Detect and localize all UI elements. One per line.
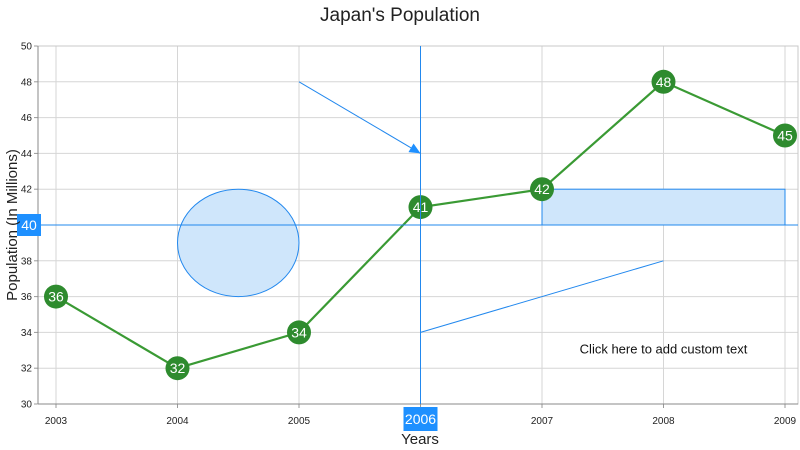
x-axis-title: Years — [401, 431, 439, 448]
data-point-marker[interactable] — [773, 123, 797, 148]
y-tick-label: 48 — [21, 77, 33, 88]
data-label: 34 — [291, 324, 307, 340]
y-tracker-label: 40 — [21, 217, 37, 233]
y-tick-label: 36 — [21, 292, 33, 303]
y-tick-label: 38 — [21, 256, 33, 267]
trackball[interactable]: 2006 40 — [17, 46, 798, 431]
x-tick-label: 2009 — [774, 416, 797, 427]
line-annotation[interactable] — [420, 260, 664, 333]
x-tick-label: 2007 — [531, 416, 554, 427]
data-label: 42 — [534, 181, 550, 197]
y-tick-label: 46 — [21, 113, 33, 124]
y-tick-label: 44 — [21, 149, 33, 160]
data-point-marker[interactable] — [651, 69, 676, 94]
y-tick-label: 34 — [21, 328, 33, 339]
y-axis-title: Population (In Millions) — [4, 149, 21, 301]
x-tick-label: 2005 — [288, 416, 311, 427]
x-tick-label: 2003 — [45, 416, 68, 427]
y-tick-label: 30 — [21, 400, 33, 411]
axes: 30 32 34 36 38 40 42 44 46 48 50 2003 2004 2005 2006 20… — [21, 42, 799, 427]
y-tick-label: 42 — [21, 185, 33, 196]
data-point-marker[interactable] — [530, 177, 554, 202]
x-tracker-label-box — [403, 407, 438, 431]
data-point-marker[interactable] — [287, 320, 311, 345]
data-point-marker[interactable] — [165, 356, 190, 381]
x-tick-label: 2004 — [166, 416, 189, 427]
x-tracker-label: 2006 — [405, 411, 436, 427]
data-point-marker[interactable] — [44, 284, 68, 309]
rectangle-annotation[interactable] — [541, 188, 786, 226]
y-tick-label: 32 — [21, 364, 33, 375]
data-label: 32 — [170, 360, 186, 376]
data-label: 45 — [777, 128, 793, 144]
x-tick-label: 2008 — [652, 416, 675, 427]
chart-title: Japan's Population — [320, 5, 480, 26]
annotations[interactable]: Click here to add custom text — [177, 81, 786, 357]
y-tick-label: 50 — [21, 42, 33, 53]
arrow-annotation[interactable] — [298, 81, 421, 154]
arrow-head-icon — [408, 143, 421, 154]
y-tracker-label-box — [17, 214, 41, 236]
data-label: 36 — [48, 289, 64, 305]
data-label: 48 — [656, 74, 672, 90]
ellipse-annotation[interactable] — [177, 188, 300, 298]
custom-text-annotation[interactable]: Click here to add custom text — [580, 341, 748, 356]
